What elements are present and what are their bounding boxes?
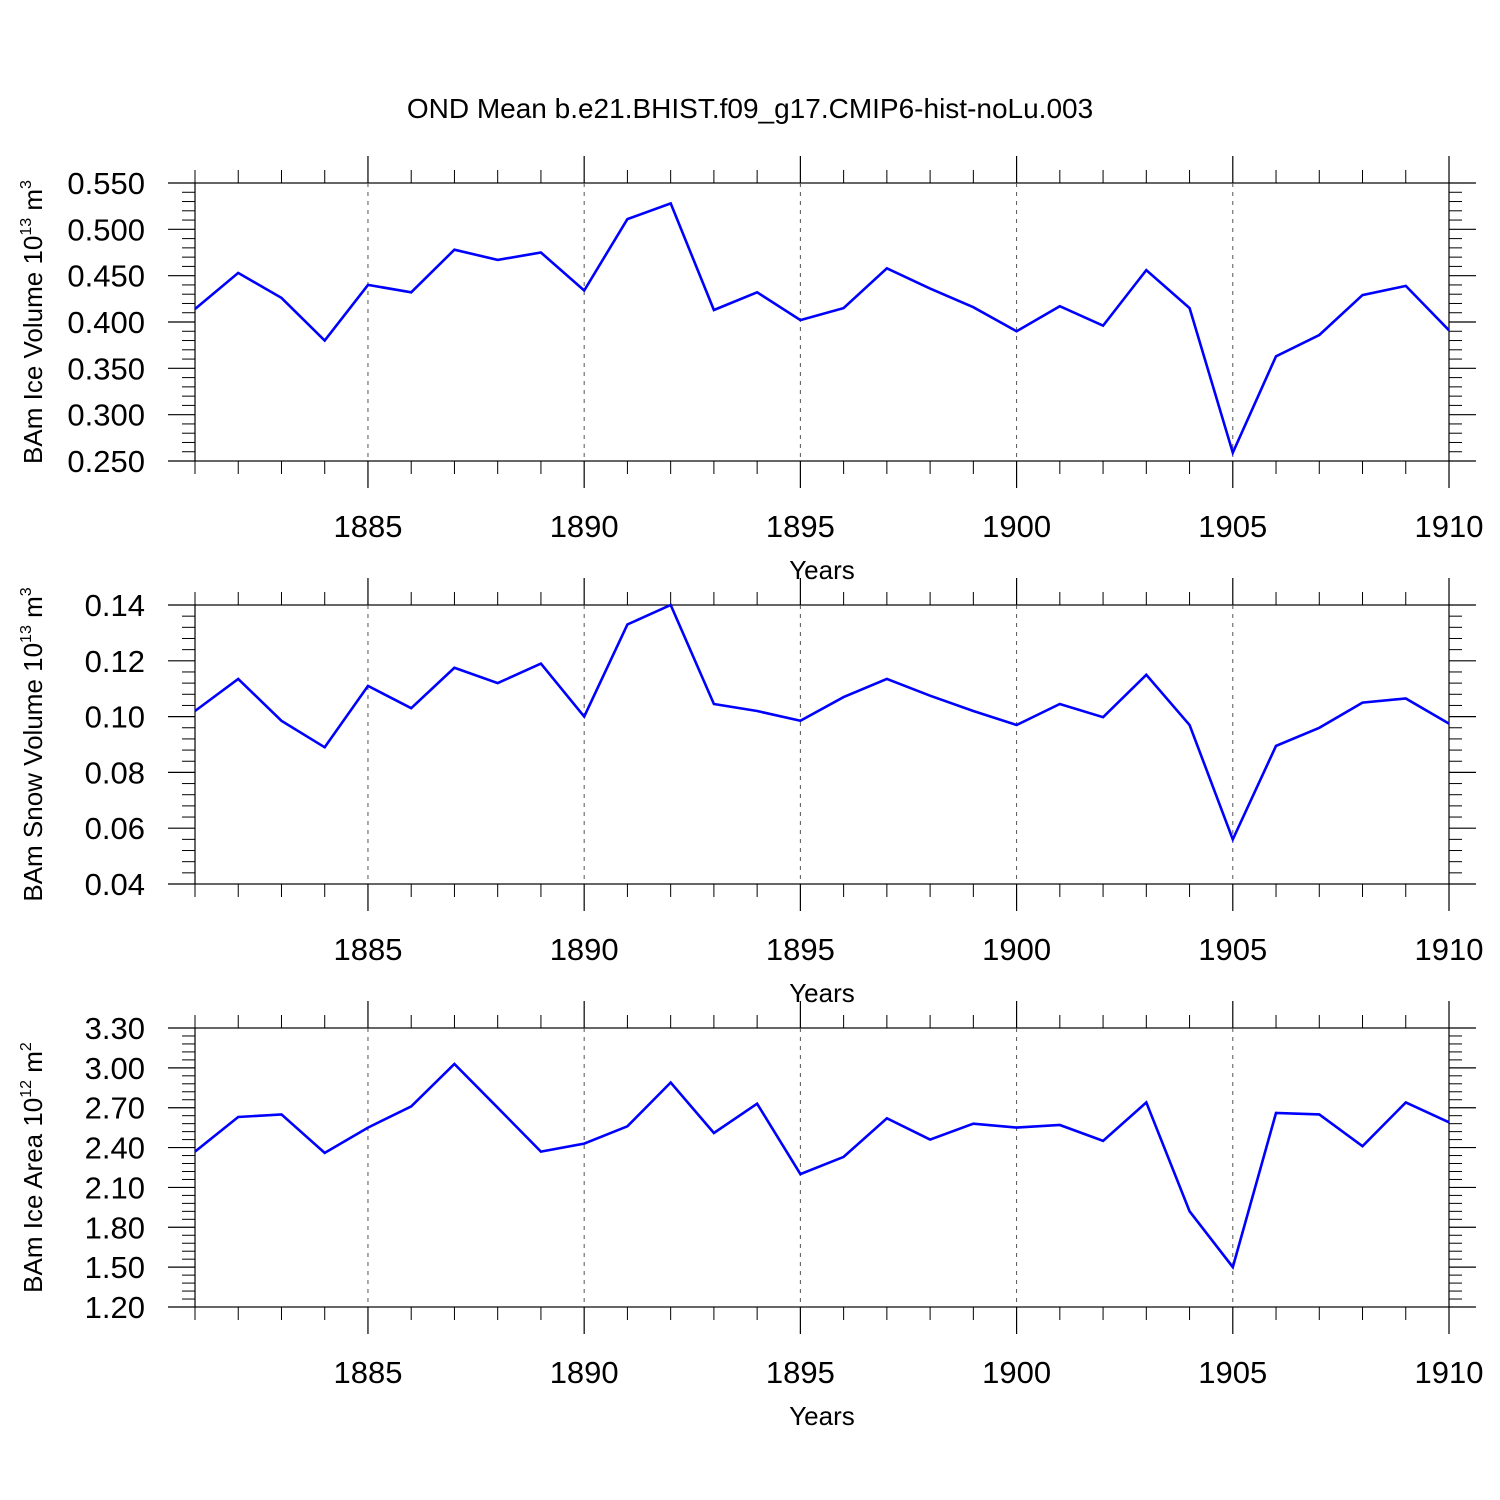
y-tick-label: 0.10 — [85, 700, 145, 735]
x-axis-label: Years — [789, 1401, 855, 1431]
y-tick-label: 0.12 — [85, 644, 145, 679]
y-tick-label: 0.550 — [67, 166, 145, 201]
y-tick-label: 3.30 — [85, 1011, 145, 1046]
plot-frame — [194, 1027, 1450, 1308]
y-tick-label: 2.40 — [85, 1131, 145, 1166]
y-axis-label-exponent: 13 — [18, 218, 35, 236]
y-axis-label: BAm Ice Area 1012 m2 — [18, 1042, 48, 1293]
y-tick-label: 0.06 — [85, 811, 145, 846]
y-tick-label: 1.80 — [85, 1210, 145, 1245]
x-tick-label: 1885 — [333, 509, 402, 544]
x-tick-label: 1900 — [982, 932, 1051, 967]
y-tick-label: 2.70 — [85, 1091, 145, 1126]
panel-1: 1885 1890 1895 1900 1905 1910 Years 0.250 0.300 0… — [18, 156, 1483, 585]
panel-3: 1885 1890 1895 1900 1905 1910 Years 1.20 1.50 1.8… — [18, 1001, 1483, 1431]
x-tick-label: 1890 — [550, 509, 619, 544]
x-tick-label: 1905 — [1198, 932, 1267, 967]
y-tick-label: 1.20 — [85, 1290, 145, 1325]
y-tick-label: 0.400 — [67, 305, 145, 340]
x-tick-label: 1910 — [1415, 509, 1484, 544]
y-tick-label: 0.450 — [67, 259, 145, 294]
x-tick-label: 1890 — [550, 1355, 619, 1390]
y-axis-label: BAm Snow Volume 1013 m3 — [18, 587, 48, 901]
y-tick-label: 0.08 — [85, 755, 145, 790]
y-axis-label-unit-exponent: 3 — [18, 180, 35, 189]
series-line — [194, 1062, 1450, 1270]
x-tick-label: 1895 — [766, 932, 835, 967]
y-axis-label-base: BAm Ice Volume 10 — [18, 236, 48, 464]
y-axis-label-base: BAm Snow Volume 10 — [18, 643, 48, 902]
x-tick-label: 1885 — [333, 932, 402, 967]
y-axis-label-unit: m — [18, 189, 48, 218]
figure-title: OND Mean b.e21.BHIST.f09_g17.CMIP6-hist-… — [407, 93, 1093, 124]
panels: 1885 1890 1895 1900 1905 1910 Years 0.250 0.300 0… — [18, 156, 1483, 1431]
series-line — [194, 603, 1450, 843]
series-line — [194, 201, 1450, 457]
y-tick-label: 0.04 — [85, 867, 145, 902]
y-axis-label-exponent: 13 — [18, 625, 35, 643]
y-axis-label-unit-exponent: 2 — [18, 1042, 35, 1051]
y-tick-label: 0.300 — [67, 398, 145, 433]
y-tick-label: 0.350 — [67, 351, 145, 386]
y-tick-label: 0.500 — [67, 212, 145, 247]
x-tick-label: 1910 — [1415, 1355, 1484, 1390]
y-tick-label: 0.250 — [67, 444, 145, 479]
x-axis-label: Years — [789, 978, 855, 1008]
y-axis-label: BAm Ice Volume 1013 m3 — [18, 180, 48, 464]
x-tick-label: 1900 — [982, 1355, 1051, 1390]
y-tick-label: 1.50 — [85, 1250, 145, 1285]
plot-frame — [194, 604, 1450, 885]
x-tick-label: 1910 — [1415, 932, 1484, 967]
y-axis-label-unit: m — [18, 596, 48, 625]
y-tick-label: 3.00 — [85, 1051, 145, 1086]
x-tick-label: 1885 — [333, 1355, 402, 1390]
y-tick-label: 2.10 — [85, 1170, 145, 1205]
y-axis-label-unit: m — [18, 1051, 48, 1080]
y-axis-label-unit-exponent: 3 — [18, 587, 35, 596]
x-axis-label: Years — [789, 555, 855, 585]
y-axis-label-exponent: 12 — [18, 1080, 35, 1098]
x-tick-label: 1905 — [1198, 1355, 1267, 1390]
x-tick-label: 1895 — [766, 509, 835, 544]
panel-2: 1885 1890 1895 1900 1905 1910 Years 0.04 0.06 0.0… — [18, 578, 1483, 1008]
x-tick-label: 1905 — [1198, 509, 1267, 544]
x-tick-label: 1900 — [982, 509, 1051, 544]
x-tick-label: 1895 — [766, 1355, 835, 1390]
y-tick-label: 0.14 — [85, 588, 145, 623]
y-axis-label-base: BAm Ice Area 10 — [18, 1098, 48, 1293]
x-tick-label: 1890 — [550, 932, 619, 967]
